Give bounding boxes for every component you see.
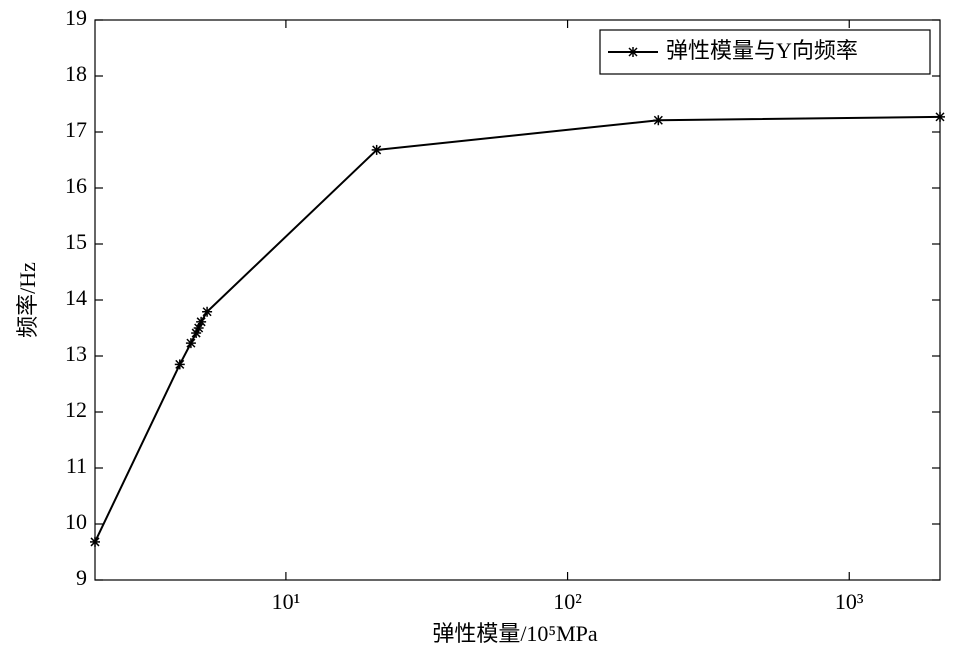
y-tick-label: 18 xyxy=(65,61,87,86)
y-axis-label: 频率/Hz xyxy=(15,262,40,338)
y-tick-label: 11 xyxy=(66,453,87,478)
data-point xyxy=(174,359,185,370)
y-tick-label: 10 xyxy=(65,509,87,534)
series-line xyxy=(94,115,941,543)
y-tick-label: 13 xyxy=(65,341,87,366)
plot-frame xyxy=(94,19,941,581)
y-tick-label: 17 xyxy=(65,117,87,142)
y-tick-label: 14 xyxy=(65,285,87,310)
x-tick-label: 10² xyxy=(553,589,582,614)
data-point xyxy=(653,115,664,126)
legend-marker xyxy=(628,47,638,57)
y-tick-label: 12 xyxy=(65,397,87,422)
legend-label: 弹性模量与Y向频率 xyxy=(666,38,858,63)
y-tick-label: 15 xyxy=(65,229,87,254)
y-tick-label: 9 xyxy=(76,565,87,590)
x-tick-label: 10¹ xyxy=(272,589,301,614)
data-point xyxy=(196,316,207,327)
data-point xyxy=(202,306,213,317)
y-tick-label: 19 xyxy=(65,5,87,30)
x-tick-label: 10³ xyxy=(835,589,864,614)
data-point xyxy=(90,536,100,547)
data-point xyxy=(185,338,196,349)
data-point xyxy=(371,144,382,155)
x-axis-label: 弹性模量/10⁵MPa xyxy=(432,621,598,646)
data-point xyxy=(935,111,945,122)
y-tick-label: 16 xyxy=(65,173,87,198)
